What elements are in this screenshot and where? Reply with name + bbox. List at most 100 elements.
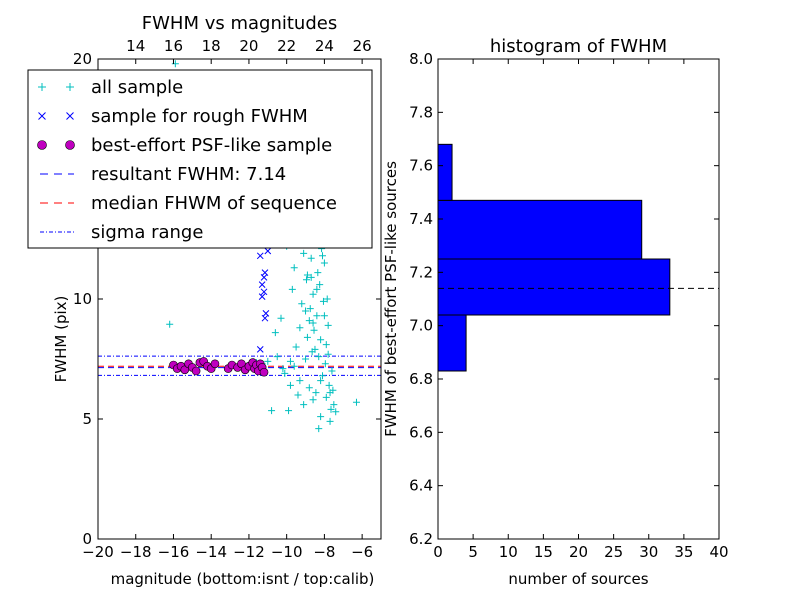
y-tick-label: 8.0 xyxy=(409,50,433,68)
all-sample-point xyxy=(317,413,325,421)
all-sample-point xyxy=(309,319,317,327)
all-sample-point xyxy=(313,312,321,320)
legend-plus-marker xyxy=(66,83,74,91)
x-tick-label: −6 xyxy=(351,543,373,561)
all-sample-point xyxy=(302,307,310,315)
all-sample-point xyxy=(316,281,324,289)
y-tick-label: 7.2 xyxy=(409,263,433,281)
legend-entry: sample for rough FWHM xyxy=(38,106,308,127)
x-tick-label: 20 xyxy=(569,543,588,561)
legend-label: best-effort PSF-like sample xyxy=(91,135,332,156)
psf-like-sample-point xyxy=(210,359,220,369)
right-chart-title: histogram of FWHM xyxy=(490,36,667,57)
top-x-tick-label: 16 xyxy=(164,37,183,55)
all-sample-point xyxy=(319,372,327,380)
all-sample-point xyxy=(312,389,320,397)
legend-entry: best-effort PSF-like sample xyxy=(37,135,332,156)
x-tick-label: 25 xyxy=(604,543,623,561)
all-sample-point xyxy=(290,362,298,370)
all-sample-point xyxy=(271,329,279,337)
all-sample-point xyxy=(303,333,311,341)
all-sample-point xyxy=(321,360,329,368)
rough-fwhm-sample-point xyxy=(256,346,264,353)
y-tick-label: 6.4 xyxy=(409,477,433,495)
left-chart-title: FWHM vs magnitudes xyxy=(142,13,337,34)
right-x-axis-label: number of sources xyxy=(508,570,648,588)
all-sample-point xyxy=(326,417,334,425)
legend-label: sigma range xyxy=(91,222,203,243)
all-sample-point xyxy=(320,312,328,320)
y-tick-label: 0 xyxy=(82,530,92,548)
legend-entry: all sample xyxy=(38,77,183,98)
all-sample-point xyxy=(305,384,313,392)
all-sample-point xyxy=(322,393,330,401)
histogram-bar xyxy=(437,314,467,372)
all-sample-point xyxy=(332,408,340,416)
all-sample-point xyxy=(292,343,300,351)
all-sample-point xyxy=(296,324,304,332)
all-sample-point xyxy=(324,350,332,358)
all-sample-point xyxy=(288,285,296,293)
all-sample-point xyxy=(325,381,333,389)
all-sample-point xyxy=(352,398,360,406)
all-sample-point xyxy=(323,295,331,303)
all-sample-point xyxy=(326,389,334,397)
all-sample-point xyxy=(281,369,289,377)
x-tick-label: 40 xyxy=(709,543,728,561)
all-sample-point xyxy=(305,317,313,325)
legend-entry: resultant FWHM: 7.14 xyxy=(40,164,286,185)
top-x-tick-label: 14 xyxy=(126,37,145,55)
y-tick-label: 6.8 xyxy=(409,370,433,388)
all-sample-point xyxy=(315,425,323,433)
all-sample-point xyxy=(302,355,310,363)
all-sample-point xyxy=(300,249,308,257)
all-sample-point xyxy=(307,273,315,281)
legend-plus-marker xyxy=(38,83,46,91)
all-sample-point xyxy=(328,367,336,375)
all-sample-point xyxy=(324,321,332,329)
all-sample-point xyxy=(313,285,321,293)
top-x-tick-label: 22 xyxy=(277,37,296,55)
all-sample-point xyxy=(285,407,293,415)
legend-label: sample for rough FWHM xyxy=(91,106,308,127)
all-sample-point xyxy=(171,60,179,68)
all-sample-point xyxy=(290,264,298,272)
all-sample-point xyxy=(317,377,325,385)
x-tick-label: 35 xyxy=(674,543,693,561)
rough-fwhm-sample-point xyxy=(258,281,266,288)
histogram-bar xyxy=(437,143,453,201)
legend-circle-marker xyxy=(37,140,47,150)
histogram-bar xyxy=(437,199,643,260)
all-sample-point xyxy=(327,405,335,413)
rough-fwhm-sample-point xyxy=(261,314,269,322)
rough-fwhm-sample-point xyxy=(260,288,268,296)
top-x-tick-label: 26 xyxy=(353,37,372,55)
rough-fwhm-sample-point xyxy=(258,293,266,300)
legend-x-marker xyxy=(66,112,74,120)
all-sample-point xyxy=(302,276,310,284)
legend-x-marker xyxy=(38,112,46,120)
y-tick-label: 6.2 xyxy=(409,530,433,548)
x-tick-label: −14 xyxy=(195,543,227,561)
x-tick-label: −10 xyxy=(271,543,303,561)
all-sample-point xyxy=(319,297,327,305)
psf-like-sample-point xyxy=(191,366,201,376)
all-sample-point xyxy=(303,271,311,279)
all-sample-point xyxy=(294,391,302,399)
all-sample-point xyxy=(286,357,294,365)
all-sample-point xyxy=(286,381,294,389)
legend-entry: median FHWM of sequence xyxy=(40,193,337,214)
all-sample-point xyxy=(311,345,319,353)
all-sample-point xyxy=(309,396,317,404)
legend-label: resultant FWHM: 7.14 xyxy=(91,164,286,185)
all-sample-point xyxy=(277,314,285,322)
x-tick-label: −18 xyxy=(120,543,152,561)
x-tick-label: 15 xyxy=(534,543,553,561)
legend-box xyxy=(27,69,373,249)
all-sample-point xyxy=(322,341,330,349)
x-tick-label: 0 xyxy=(433,543,443,561)
legend-label: all sample xyxy=(91,77,183,98)
all-sample-point xyxy=(319,252,327,260)
all-sample-point xyxy=(310,326,318,334)
